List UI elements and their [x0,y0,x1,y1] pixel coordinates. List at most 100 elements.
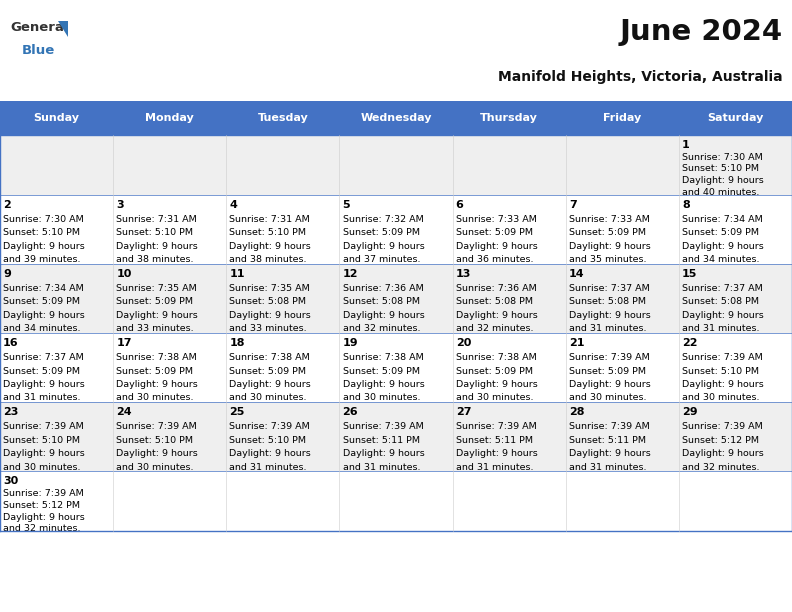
Text: Daylight: 9 hours: Daylight: 9 hours [3,513,85,521]
Text: General: General [10,21,69,34]
Text: Sunset: 5:09 PM: Sunset: 5:09 PM [3,297,80,307]
Text: Sunset: 5:09 PM: Sunset: 5:09 PM [230,367,307,376]
Text: 11: 11 [230,269,245,278]
Text: Sunset: 5:08 PM: Sunset: 5:08 PM [455,297,533,307]
Text: Sunrise: 7:36 AM: Sunrise: 7:36 AM [455,284,536,293]
Text: 8: 8 [682,200,690,209]
Text: Sunrise: 7:39 AM: Sunrise: 7:39 AM [230,422,310,431]
Text: Sunrise: 7:39 AM: Sunrise: 7:39 AM [682,422,763,431]
Text: Sunrise: 7:39 AM: Sunrise: 7:39 AM [343,422,424,431]
Bar [0,471,792,531]
Text: Daylight: 9 hours: Daylight: 9 hours [455,449,538,458]
Text: 25: 25 [230,407,245,417]
Bar [0,402,792,471]
Text: Daylight: 9 hours: Daylight: 9 hours [343,380,425,389]
Text: 30: 30 [3,476,18,486]
Polygon shape [58,21,68,37]
Text: Sunrise: 7:38 AM: Sunrise: 7:38 AM [343,353,424,362]
Text: Sunrise: 7:33 AM: Sunrise: 7:33 AM [455,215,537,224]
Text: 1: 1 [682,140,690,149]
Text: 27: 27 [455,407,471,417]
Bar [0,333,792,402]
Text: Sunrise: 7:38 AM: Sunrise: 7:38 AM [230,353,310,362]
Bar [0,135,792,195]
Text: 12: 12 [343,269,358,278]
Text: and 39 minutes.: and 39 minutes. [3,255,81,264]
Text: 3: 3 [116,200,124,209]
Text: Daylight: 9 hours: Daylight: 9 hours [682,176,763,185]
Text: and 30 minutes.: and 30 minutes. [116,394,194,403]
Text: and 37 minutes.: and 37 minutes. [343,255,420,264]
Text: Sunrise: 7:39 AM: Sunrise: 7:39 AM [569,353,649,362]
Text: Sunrise: 7:30 AM: Sunrise: 7:30 AM [3,215,84,224]
Text: Sunset: 5:12 PM: Sunset: 5:12 PM [682,436,759,445]
Text: Sunrise: 7:32 AM: Sunrise: 7:32 AM [343,215,424,224]
Text: Sunset: 5:10 PM: Sunset: 5:10 PM [3,228,80,237]
Text: Sunset: 5:11 PM: Sunset: 5:11 PM [455,436,533,445]
Text: and 38 minutes.: and 38 minutes. [116,255,194,264]
Text: and 30 minutes.: and 30 minutes. [682,394,760,403]
Text: and 31 minutes.: and 31 minutes. [569,463,646,472]
Text: 9: 9 [3,269,11,278]
Text: 16: 16 [3,338,19,348]
Text: Daylight: 9 hours: Daylight: 9 hours [3,449,85,458]
Bar [0,264,792,333]
Text: Sunrise: 7:35 AM: Sunrise: 7:35 AM [230,284,310,293]
Text: Daylight: 9 hours: Daylight: 9 hours [343,449,425,458]
Text: Sunset: 5:08 PM: Sunset: 5:08 PM [230,297,307,307]
Text: 17: 17 [116,338,131,348]
Text: Sunrise: 7:34 AM: Sunrise: 7:34 AM [682,215,763,224]
Text: Daylight: 9 hours: Daylight: 9 hours [682,380,763,389]
Text: and 38 minutes.: and 38 minutes. [230,255,307,264]
Text: 18: 18 [230,338,245,348]
Text: and 31 minutes.: and 31 minutes. [3,394,81,403]
Text: Sunset: 5:09 PM: Sunset: 5:09 PM [569,228,646,237]
Text: and 31 minutes.: and 31 minutes. [343,463,420,472]
Text: 19: 19 [343,338,358,348]
Text: Sunset: 5:09 PM: Sunset: 5:09 PM [116,367,193,376]
Text: 24: 24 [116,407,132,417]
Text: Sunrise: 7:34 AM: Sunrise: 7:34 AM [3,284,84,293]
Text: Sunrise: 7:37 AM: Sunrise: 7:37 AM [3,353,84,362]
Text: Sunrise: 7:31 AM: Sunrise: 7:31 AM [116,215,197,224]
Text: Daylight: 9 hours: Daylight: 9 hours [230,311,311,320]
Text: Daylight: 9 hours: Daylight: 9 hours [569,311,651,320]
Text: Daylight: 9 hours: Daylight: 9 hours [343,311,425,320]
Text: Sunrise: 7:37 AM: Sunrise: 7:37 AM [569,284,649,293]
Text: Sunrise: 7:38 AM: Sunrise: 7:38 AM [455,353,536,362]
Text: 7: 7 [569,200,577,209]
Text: Daylight: 9 hours: Daylight: 9 hours [116,449,198,458]
Text: Sunrise: 7:39 AM: Sunrise: 7:39 AM [455,422,536,431]
Text: Manifold Heights, Victoria, Australia: Manifold Heights, Victoria, Australia [498,70,782,84]
Text: and 31 minutes.: and 31 minutes. [455,463,533,472]
Text: Monday: Monday [146,113,194,123]
Text: and 32 minutes.: and 32 minutes. [455,324,533,334]
Text: and 30 minutes.: and 30 minutes. [569,394,646,403]
Text: 21: 21 [569,338,584,348]
Text: and 33 minutes.: and 33 minutes. [230,324,307,334]
Bar [0,101,792,135]
Text: Sunrise: 7:31 AM: Sunrise: 7:31 AM [230,215,310,224]
Text: Sunrise: 7:37 AM: Sunrise: 7:37 AM [682,284,763,293]
Text: 10: 10 [116,269,131,278]
Text: Sunrise: 7:39 AM: Sunrise: 7:39 AM [682,353,763,362]
Text: Sunset: 5:12 PM: Sunset: 5:12 PM [3,501,80,510]
Text: Sunset: 5:09 PM: Sunset: 5:09 PM [455,228,533,237]
Text: Daylight: 9 hours: Daylight: 9 hours [569,380,651,389]
Text: Daylight: 9 hours: Daylight: 9 hours [569,242,651,251]
Text: and 31 minutes.: and 31 minutes. [569,324,646,334]
Text: Sunset: 5:10 PM: Sunset: 5:10 PM [3,436,80,445]
Text: Sunset: 5:09 PM: Sunset: 5:09 PM [682,228,759,237]
Text: Daylight: 9 hours: Daylight: 9 hours [455,242,538,251]
Bar [0,195,792,264]
Text: Sunset: 5:09 PM: Sunset: 5:09 PM [3,367,80,376]
Text: and 30 minutes.: and 30 minutes. [230,394,307,403]
Text: and 32 minutes.: and 32 minutes. [343,324,420,334]
Text: Sunset: 5:10 PM: Sunset: 5:10 PM [682,165,759,173]
Text: Sunrise: 7:39 AM: Sunrise: 7:39 AM [3,422,84,431]
Text: Sunset: 5:11 PM: Sunset: 5:11 PM [569,436,646,445]
Text: Daylight: 9 hours: Daylight: 9 hours [230,242,311,251]
Text: Daylight: 9 hours: Daylight: 9 hours [682,449,763,458]
Text: 14: 14 [569,269,584,278]
Text: and 32 minutes.: and 32 minutes. [3,524,81,534]
